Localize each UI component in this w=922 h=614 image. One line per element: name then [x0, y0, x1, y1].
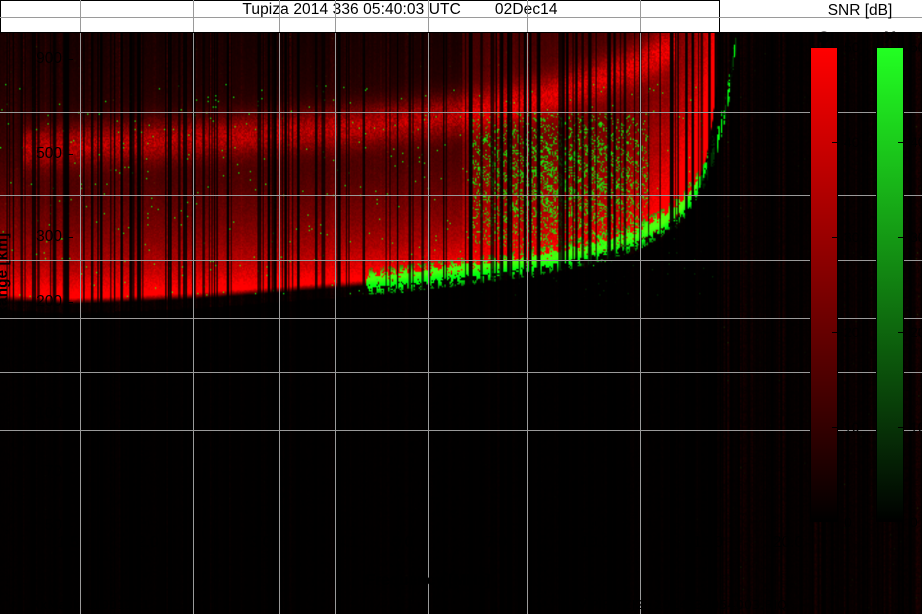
x-tick-label: 20.0 [772, 534, 804, 551]
colorbar-mode-x-label: X [884, 28, 896, 47]
x-tick-label: 4.1 [336, 534, 359, 551]
gridline-vertical [80, 0, 81, 614]
x-tick-mark [595, 521, 596, 526]
x-tick-mark [261, 521, 262, 526]
gridline-vertical [335, 0, 336, 614]
colorbar-tick-label: 20 [844, 324, 860, 340]
x-tick-label: 3.0 [249, 534, 272, 551]
colorbar-tick-label: 20 [910, 324, 922, 340]
colorbar-tick-label: 40 [910, 134, 922, 150]
x-tick-mark [68, 521, 69, 526]
y-tick-mark [68, 414, 73, 415]
colorbar-mode-o-label: O [817, 28, 831, 47]
colorbar-tick-label: 30 [844, 229, 860, 245]
no-data-boundary [0, 32, 922, 33]
colorbar-tick-label: 10 [844, 419, 860, 435]
y-tick-mark [68, 153, 73, 155]
y-tick-label: 500 [36, 144, 62, 162]
x-tick-label: 1.5 [57, 534, 79, 551]
x-tick-label: 2.0 [137, 534, 159, 551]
gridline-vertical [640, 0, 641, 614]
colorbar-tick-label: 30 [910, 229, 922, 245]
colorbar-tick-mark [832, 142, 838, 143]
x-tick-mark [788, 521, 789, 526]
y-tick-label: 140 [36, 350, 62, 368]
y-tick-label: 300 [36, 227, 62, 245]
x-axis: 1.5 2.0 3.0 4.1 5.0 7.0 10.0 15.0 20.0 [0, 534, 922, 556]
page-title: Tupiza 2014 336 05:40:03 UTC 02Dec14 [0, 1, 800, 19]
x-tick-mark [496, 521, 497, 526]
y-tick-mark [68, 359, 73, 361]
x-tick-label: 10.0 [580, 534, 611, 551]
y-tick-label: 900 [36, 50, 62, 68]
title-date: 02Dec14 [495, 1, 558, 19]
colorbar-tick-label: 0 [910, 514, 918, 530]
colorbar-tick-mark [898, 237, 904, 238]
colorbar-tick-mark [898, 427, 904, 428]
gridline-horizontal [0, 318, 922, 319]
y-tick-label: 200 [36, 293, 62, 311]
gridline-vertical [428, 0, 429, 614]
y-axis: Range [km] 900 500 300 200 140 100 70 50 [0, 0, 62, 614]
gridline-horizontal [0, 17, 922, 18]
colorbar-tick-label: 10 [910, 419, 922, 435]
x-tick-label: 5.0 [391, 534, 414, 551]
source-file-label: VIPIR TZJ2J_2014336054003.RIQ [578, 597, 788, 612]
y-tick-mark [68, 526, 73, 527]
x-tick-label: 7.0 [485, 534, 507, 551]
colorbar-tick-label: 0 [844, 514, 852, 530]
rxmask-label: RxMask 11001111 [31, 597, 150, 612]
y-tick-mark [68, 471, 73, 473]
gridline-vertical [527, 0, 528, 614]
gridline-horizontal [0, 372, 922, 373]
colorbar-tick-mark [832, 332, 838, 333]
gridline-vertical [279, 0, 280, 614]
y-tick-mark [68, 236, 73, 238]
colorbar-tick-label: 40 [844, 134, 860, 150]
x-tick-mark [347, 521, 348, 526]
gridline-horizontal [0, 195, 922, 196]
y-tick-mark [68, 59, 73, 61]
ionogram-data-canvas [0, 32, 922, 614]
colorbar-tick-mark [898, 142, 904, 143]
gridline-horizontal [0, 112, 922, 113]
x-tick-mark [148, 521, 149, 526]
gridline-vertical [193, 0, 194, 614]
colorbar-tick-mark [832, 427, 838, 428]
colorbar-tick-label: 50 [910, 39, 922, 55]
colorbar-tick-mark [832, 237, 838, 238]
colorbar-tick-label: 50 [844, 39, 860, 55]
y-tick-mark [68, 302, 73, 304]
colorbar-o-mode[interactable] [810, 47, 838, 522]
colorbar-tick-mark [898, 332, 904, 333]
colorbar-x-mode[interactable] [876, 47, 904, 522]
gridline-horizontal [0, 260, 922, 261]
x-tick-mark [708, 521, 709, 526]
x-axis-title: Frequency [MHz] [365, 572, 491, 589]
x-tick-label: 15.0 [692, 534, 724, 551]
y-tick-label: 100 [36, 405, 62, 422]
colorbar-title: SNR [dB] [827, 2, 893, 19]
y-tick-label: 70 [44, 462, 62, 480]
y-tick-label: 50 [44, 517, 62, 534]
gridline-horizontal [0, 430, 922, 431]
x-tick-mark [403, 521, 404, 526]
title-station: Tupiza 2014 336 05:40:03 UTC [242, 1, 461, 18]
